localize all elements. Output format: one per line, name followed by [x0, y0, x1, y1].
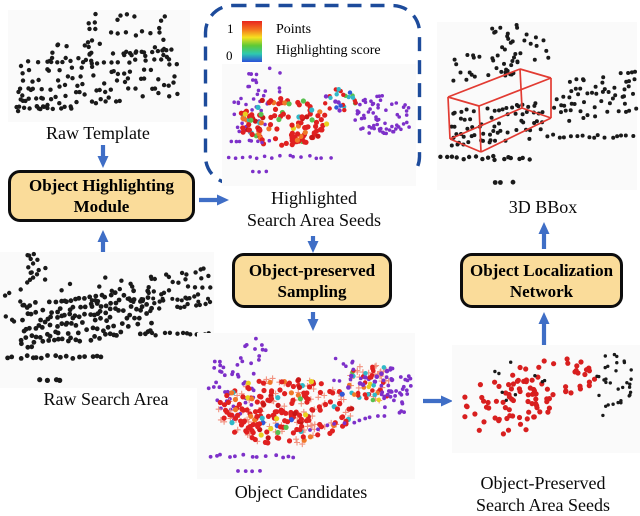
- colorbar-max-label: 1: [227, 21, 234, 36]
- highlighted-seeds-label: Highlighted Search Area Seeds: [226, 187, 402, 231]
- object-localization-network-box: Object Localization Network: [460, 253, 623, 308]
- object-candidates-label: Object Candidates: [234, 482, 368, 502]
- colorbar: [242, 21, 262, 62]
- preserved-seeds-label: Object-Preserved Search Area Seeds: [450, 472, 636, 516]
- highlighted-seeds-label-line2: Search Area Seeds: [247, 210, 381, 230]
- object-localization-network-label-line2: Network: [509, 281, 574, 301]
- object-candidates-points: [197, 333, 415, 479]
- raw-search-area-label: Raw Search Area: [43, 389, 169, 409]
- legend-score-label: Highlighting score: [276, 43, 381, 58]
- bbox-label: 3D BBox: [508, 197, 578, 217]
- object-highlighting-module-box: Object Highlighting Module: [8, 170, 195, 222]
- highlighted-seeds-points: [222, 64, 416, 186]
- object-highlighting-module-label-line2: Module: [73, 197, 130, 216]
- object-preserved-sampling-label-line1: Object-preserved: [248, 260, 376, 280]
- preserved-seeds-points: [452, 345, 640, 453]
- legend-points-label: Points: [276, 22, 312, 37]
- object-preserved-sampling-label-line2: Sampling: [277, 281, 347, 301]
- object-preserved-sampling-box: Object-preserved Sampling: [232, 253, 392, 308]
- object-localization-network-label-line1: Object Localization: [469, 260, 614, 280]
- raw-template-points: [8, 10, 190, 122]
- highlighted-seeds-label-line1: Highlighted: [271, 188, 357, 208]
- bbox-wireframe: [447, 68, 552, 153]
- object-highlighting-module-label-line1: Object Highlighting: [29, 176, 174, 195]
- preserved-seeds-label-line1: Object-Preserved: [480, 473, 606, 493]
- raw-template-label: Raw Template: [46, 123, 150, 143]
- colorbar-min-label: 0: [226, 48, 233, 63]
- raw-search-area-points: [0, 251, 214, 388]
- bbox-cloud-points: [437, 22, 639, 190]
- legend-text: Points Highlighting score: [276, 19, 381, 61]
- preserved-seeds-label-line2: Search Area Seeds: [476, 495, 610, 515]
